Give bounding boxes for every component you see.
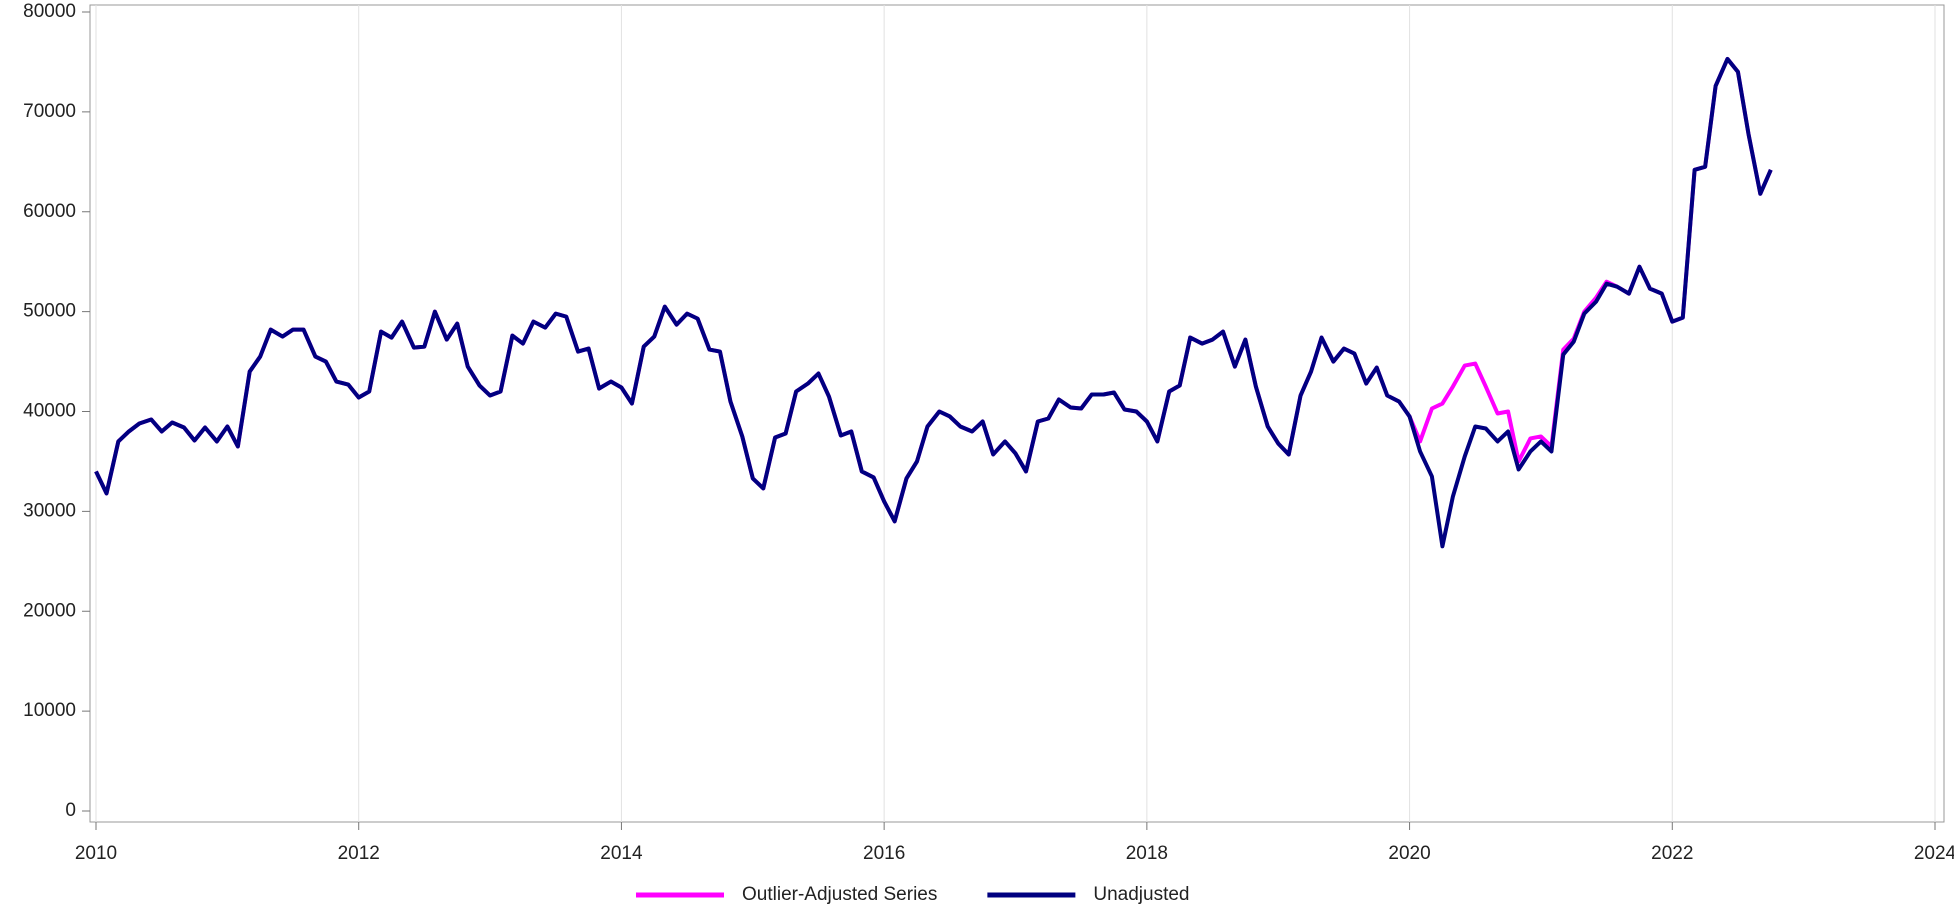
x-tick-label: 2020	[1388, 843, 1430, 864]
plot-frame	[89, 4, 1945, 823]
y-tick-label: 50000	[23, 301, 76, 322]
y-tick-label: 80000	[23, 1, 76, 22]
y-tick-label: 20000	[23, 600, 76, 621]
y-tick-label: 70000	[23, 101, 76, 122]
x-tick-label: 2012	[338, 843, 380, 864]
y-tick-label: 40000	[23, 401, 76, 422]
legend-label: Unadjusted	[1093, 884, 1189, 905]
y-tick-label: 30000	[23, 500, 76, 521]
x-tick-label: 2018	[1126, 843, 1168, 864]
series-line	[94, 56, 1773, 524]
x-tick-label: 2014	[600, 843, 643, 864]
x-tick-label: 2010	[75, 843, 117, 864]
x-tick-label: 2022	[1651, 843, 1693, 864]
series-line	[94, 56, 1773, 549]
x-tick-label: 2024	[1914, 843, 1954, 864]
legend-label: Outlier-Adjusted Series	[742, 884, 937, 905]
x-tick-label: 2016	[863, 843, 905, 864]
y-tick-label: 10000	[23, 700, 76, 721]
y-tick-label: 0	[65, 800, 76, 821]
y-tick-label: 60000	[23, 201, 76, 222]
